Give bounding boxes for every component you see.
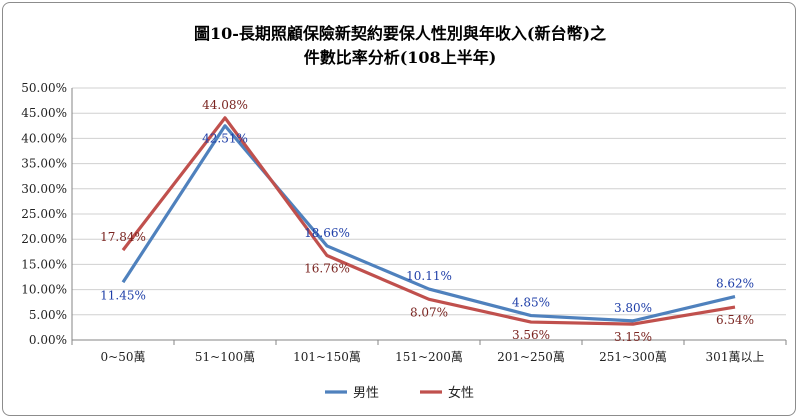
chart-subtitle: 件數比率分析(108上半年): [303, 48, 497, 67]
y-tick-label: 15.00%: [21, 257, 67, 271]
data-label: 3.80%: [614, 301, 652, 315]
series-line-male: [121, 124, 736, 323]
data-label: 8.07%: [410, 305, 448, 319]
y-tick-label: 5.00%: [29, 308, 67, 322]
data-label: 3.56%: [512, 328, 550, 342]
x-tick-labels: 0~50萬 51~100萬 101~150萬 151~200萬 201~250萬 251~…: [101, 350, 765, 364]
y-tick-label: 10.00%: [21, 283, 67, 297]
data-labels: 11.45% 17.84% 42.51% 44.08% 18.66% 16.76% 10.1…: [100, 98, 754, 344]
data-label: 42.51%: [202, 132, 248, 146]
y-tick-label: 45.00%: [21, 106, 67, 120]
series-lines: [121, 116, 736, 326]
y-tick-label: 35.00%: [21, 157, 67, 171]
x-tick-label: 101~150萬: [293, 350, 361, 364]
y-tick-label: 0.00%: [29, 333, 67, 347]
y-tick-label: 50.00%: [21, 81, 67, 95]
x-tick-label: 151~200萬: [395, 350, 463, 364]
y-tick-label: 25.00%: [21, 207, 67, 221]
data-label: 8.62%: [716, 277, 754, 291]
data-label: 17.84%: [100, 230, 146, 244]
data-label: 44.08%: [202, 98, 248, 112]
y-tick-label: 30.00%: [21, 182, 67, 196]
data-label: 16.76%: [304, 262, 350, 276]
x-tick-label: 251~300萬: [599, 350, 667, 364]
data-label: 10.11%: [406, 269, 452, 283]
data-label: 4.85%: [512, 296, 550, 310]
x-tick-label: 0~50萬: [101, 350, 146, 364]
y-tick-label: 20.00%: [21, 232, 67, 246]
y-tick-label: 40.00%: [21, 131, 67, 145]
data-label: 6.54%: [716, 313, 754, 327]
chart-title: 圖10-長期照顧保險新契約要保人性別與年收入(新台幣)之: [193, 24, 607, 43]
y-tick-labels: 0.00% 5.00% 10.00% 15.00% 20.00% 25.00% 30.00%…: [21, 81, 67, 347]
series-line-female: [121, 116, 736, 326]
gridlines: [72, 87, 786, 316]
data-label: 11.45%: [100, 288, 146, 302]
legend-label: 男性: [353, 386, 379, 401]
legend-label: 女性: [448, 385, 474, 401]
x-tick-label: 301萬以上: [706, 350, 765, 364]
x-tick-label: 201~250萬: [497, 350, 565, 364]
chart-frame: [2, 2, 796, 416]
legend: 男性 女性: [325, 385, 474, 401]
axes: [71, 88, 787, 345]
data-label: 3.15%: [614, 330, 652, 344]
data-label: 18.66%: [304, 226, 350, 240]
x-tick-label: 51~100萬: [195, 350, 255, 364]
